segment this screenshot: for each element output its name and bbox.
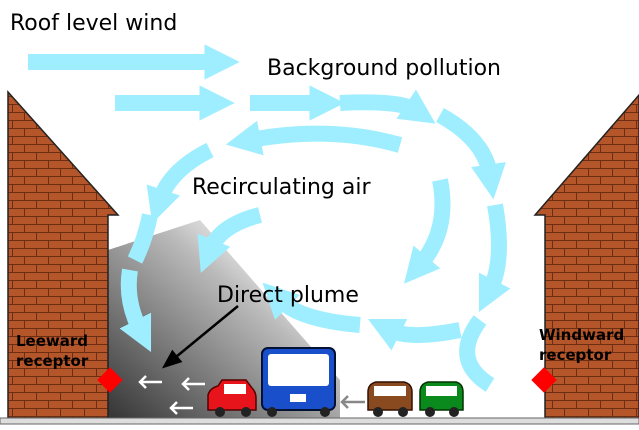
- receptor-label: receptor: [16, 352, 89, 370]
- roof-wind-label: Roof level wind: [10, 11, 177, 36]
- background-label: Background pollution: [267, 56, 501, 81]
- plume-label: Direct plume: [217, 283, 359, 308]
- receptor-label: Windward: [539, 326, 624, 344]
- recirculating-label: Recirculating air: [192, 175, 371, 200]
- pollution-flow: [342, 396, 365, 408]
- receptor-label: receptor: [539, 346, 612, 364]
- diagram: Roof level wind Background pollution Rec…: [0, 0, 639, 430]
- green-car: [420, 382, 463, 417]
- windward-building: [535, 95, 639, 418]
- bus: [262, 348, 335, 417]
- ground: [0, 418, 639, 424]
- brown-car: [368, 382, 412, 417]
- receptor-label: Leeward: [16, 332, 88, 350]
